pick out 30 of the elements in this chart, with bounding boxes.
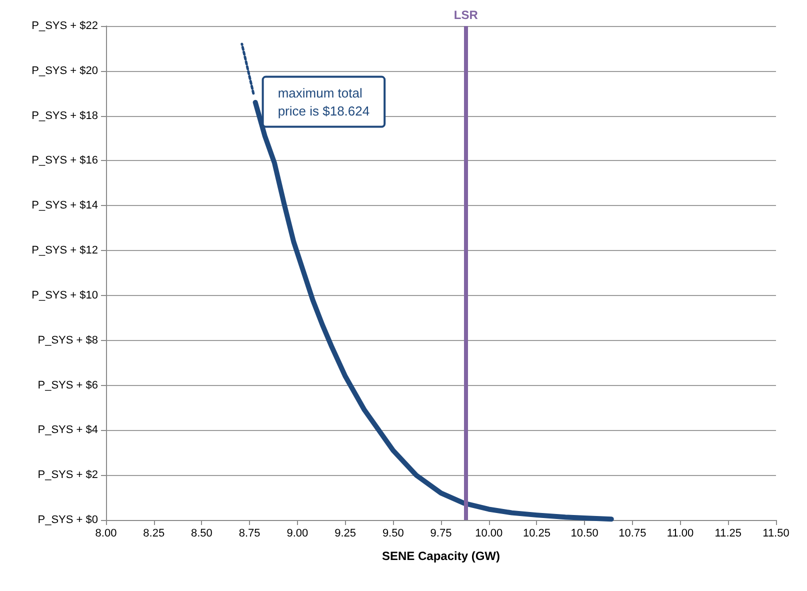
x-axis-title: SENE Capacity (GW) [382, 549, 500, 563]
y-tick-label: P_SYS + $2 [38, 469, 98, 482]
x-tick-label: 8.75 [238, 528, 260, 540]
ref-line-label: LSR [454, 8, 478, 22]
x-tick-label: 10.50 [570, 528, 598, 540]
y-tick-label: P_SYS + $0 [38, 514, 98, 526]
x-tick-label: 8.00 [95, 528, 117, 540]
y-tick-label: P_SYS + $4 [38, 424, 98, 436]
y-tick-label: P_SYS + $22 [32, 20, 98, 32]
annotation: maximum total price is $18.624 [278, 85, 370, 118]
x-tick-label: 9.00 [286, 528, 308, 540]
y-tick-label: P_SYS + $12 [32, 244, 98, 257]
x-tick-label: 9.50 [382, 528, 404, 540]
x-tick-label: 10.00 [475, 528, 503, 540]
y-tick-label: P_SYS + $14 [32, 200, 98, 212]
y-tick-label: P_SYS + $16 [32, 154, 98, 167]
y-tick-label: P_SYS + $6 [38, 379, 98, 392]
x-tick-label: 9.25 [334, 528, 356, 540]
y-tick-label: P_SYS + $18 [32, 110, 98, 122]
x-tick-label: 11.25 [714, 528, 742, 540]
y-tick-label: P_SYS + $10 [32, 289, 98, 302]
x-tick-label: 11.00 [666, 528, 694, 540]
x-tick-label: 11.50 [762, 528, 790, 540]
x-tick-label: 8.25 [143, 528, 165, 540]
y-tick-label: P_SYS + $20 [32, 64, 98, 77]
y-tick-label: P_SYS + $8 [38, 334, 98, 346]
x-tick-label: 10.25 [522, 528, 550, 540]
x-tick-label: 8.50 [191, 528, 212, 540]
x-tick-label: 9.75 [430, 528, 452, 540]
x-tick-label: 10.75 [618, 528, 646, 540]
